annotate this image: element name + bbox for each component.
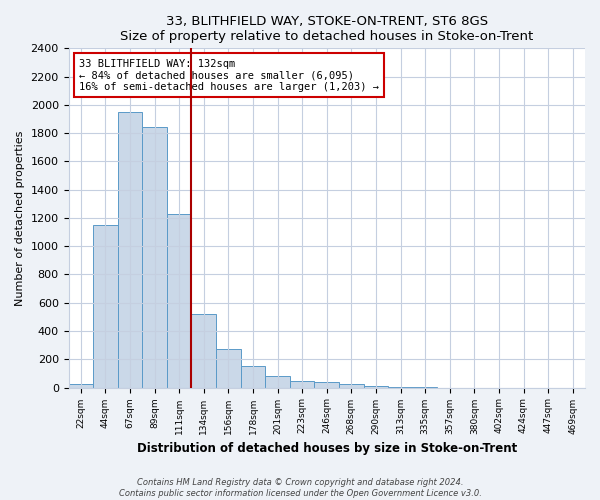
X-axis label: Distribution of detached houses by size in Stoke-on-Trent: Distribution of detached houses by size … xyxy=(137,442,517,455)
Y-axis label: Number of detached properties: Number of detached properties xyxy=(15,130,25,306)
Bar xyxy=(339,384,364,388)
Bar xyxy=(216,350,241,388)
Bar xyxy=(314,382,339,388)
Bar xyxy=(93,225,118,388)
Text: Contains HM Land Registry data © Crown copyright and database right 2024.
Contai: Contains HM Land Registry data © Crown c… xyxy=(119,478,481,498)
Bar xyxy=(68,384,93,388)
Bar xyxy=(241,366,265,388)
Bar xyxy=(364,386,388,388)
Title: 33, BLITHFIELD WAY, STOKE-ON-TRENT, ST6 8GS
Size of property relative to detache: 33, BLITHFIELD WAY, STOKE-ON-TRENT, ST6 … xyxy=(120,15,533,43)
Text: 33 BLITHFIELD WAY: 132sqm
← 84% of detached houses are smaller (6,095)
16% of se: 33 BLITHFIELD WAY: 132sqm ← 84% of detac… xyxy=(79,58,379,92)
Bar xyxy=(265,376,290,388)
Bar xyxy=(118,112,142,388)
Bar xyxy=(142,128,167,388)
Bar xyxy=(191,314,216,388)
Bar xyxy=(167,214,191,388)
Bar xyxy=(290,380,314,388)
